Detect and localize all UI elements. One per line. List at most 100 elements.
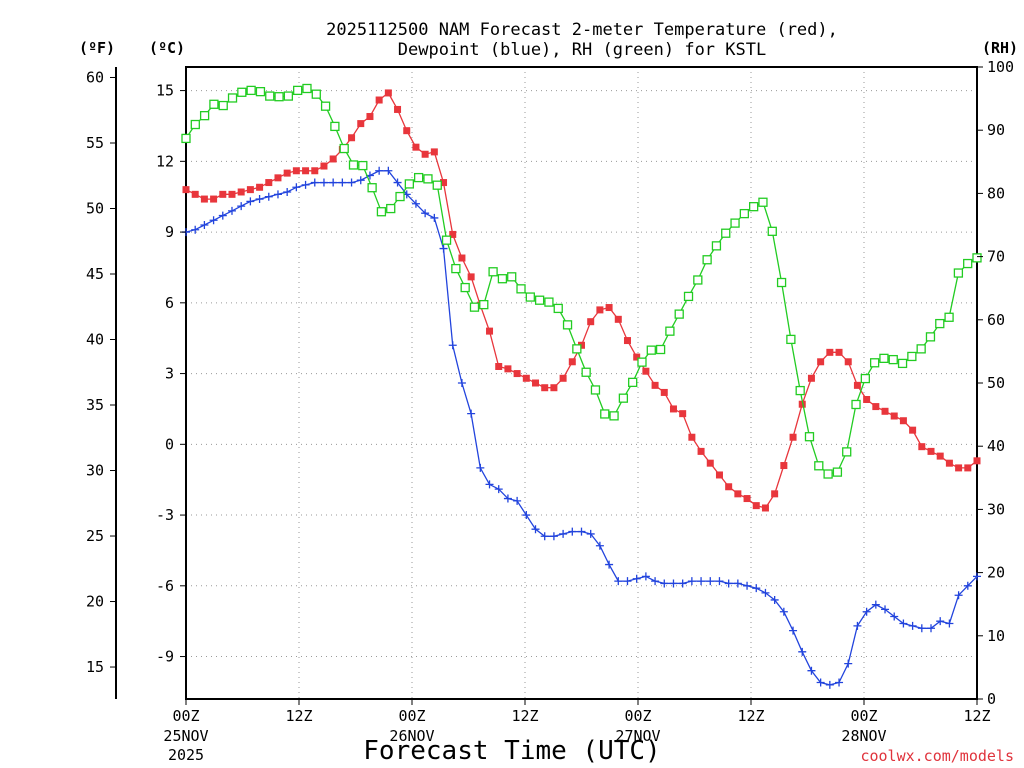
point-2-meter-temperature [688, 433, 696, 441]
point-2-meter-temperature [623, 337, 631, 345]
point-2-meter-temperature [817, 358, 825, 366]
point-2-meter-temperature [890, 412, 898, 420]
point-rh [590, 385, 601, 395]
grid-lines [185, 67, 978, 699]
point-dewpoint [467, 409, 476, 418]
point-rh [293, 85, 303, 96]
point-dewpoint [936, 617, 945, 626]
point-dewpoint [632, 574, 641, 583]
point-rh [441, 235, 452, 245]
point-rh [413, 172, 424, 183]
point-2-meter-temperature [863, 396, 871, 404]
point-2-meter-temperature [348, 134, 356, 142]
point-rh [618, 393, 629, 403]
point-dewpoint [448, 341, 457, 350]
point-dewpoint [605, 560, 614, 569]
point-rh [190, 119, 200, 130]
point-rh [646, 345, 656, 355]
point-dewpoint [825, 680, 834, 689]
point-2-meter-temperature [752, 502, 760, 510]
point-rh [609, 411, 619, 421]
point-rh [376, 207, 387, 217]
point-2-meter-temperature [541, 384, 549, 392]
c-tick-label: -9 [156, 648, 174, 666]
c-tick-label: 12 [156, 152, 174, 170]
point-rh [553, 303, 563, 314]
point-rh [311, 89, 321, 99]
point-2-meter-temperature [881, 407, 889, 415]
x-tick-date: 27NOV [615, 727, 660, 745]
point-dewpoint [945, 619, 954, 628]
point-rh [274, 92, 284, 102]
point-dewpoint [595, 541, 604, 550]
point-dewpoint [375, 166, 384, 175]
point-dewpoint [209, 216, 218, 225]
point-dewpoint [494, 485, 503, 494]
point-2-meter-temperature [265, 179, 273, 187]
point-dewpoint [338, 178, 347, 187]
point-dewpoint [715, 577, 724, 586]
point-2-meter-temperature [936, 452, 944, 460]
rh-axis: 0 10 20 30 40 50 60 70 80 90 100 [977, 58, 1014, 708]
point-rh [944, 312, 954, 322]
point-2-meter-temperature [191, 190, 199, 198]
point-2-meter-temperature [467, 273, 475, 281]
point-rh [739, 208, 750, 219]
point-dewpoint [770, 595, 779, 604]
point-rh [218, 100, 228, 111]
point-rh [758, 197, 768, 207]
point-2-meter-temperature [807, 374, 815, 382]
rh-tick-label: 40 [987, 437, 1005, 455]
point-rh [507, 272, 517, 282]
f-tick-label: 50 [86, 199, 104, 217]
point-rh [516, 284, 526, 294]
point-dewpoint [871, 600, 880, 609]
rh-tick-label: 50 [987, 374, 1005, 392]
f-tick-label: 35 [86, 396, 104, 414]
point-dewpoint [908, 621, 917, 630]
fahrenheit-axis: 15 20 25 30 35 40 45 50 55 60 [86, 68, 116, 676]
point-rh [432, 180, 442, 190]
point-dewpoint [292, 183, 301, 192]
point-rh [199, 111, 210, 121]
point-rh [935, 318, 945, 329]
point-2-meter-temperature [449, 230, 457, 238]
point-2-meter-temperature [532, 379, 540, 387]
point-rh [209, 99, 219, 109]
point-rh [795, 385, 805, 396]
point-2-meter-temperature [771, 490, 779, 498]
point-2-meter-temperature [513, 370, 521, 378]
point-2-meter-temperature [486, 327, 494, 335]
point-rh [804, 432, 815, 442]
point-dewpoint [669, 579, 678, 588]
c-tick-label: 9 [165, 223, 174, 241]
unit-label-fahrenheit: (ºF) [79, 39, 115, 57]
point-dewpoint [927, 624, 936, 633]
point-2-meter-temperature [458, 254, 466, 262]
point-2-meter-temperature [651, 381, 659, 389]
point-2-meter-temperature [550, 384, 558, 392]
point-dewpoint [430, 213, 439, 222]
point-rh [721, 228, 731, 238]
rh-tick-label: 60 [987, 311, 1005, 329]
point-rh [814, 461, 824, 471]
point-dewpoint [963, 581, 972, 590]
point-rh [544, 297, 554, 307]
point-2-meter-temperature [495, 362, 503, 370]
f-tick-label: 55 [86, 134, 104, 152]
point-dewpoint [513, 496, 522, 505]
point-dewpoint [568, 527, 577, 536]
point-dewpoint [687, 577, 696, 586]
point-2-meter-temperature [642, 367, 650, 375]
point-dewpoint [761, 588, 770, 597]
point-2-meter-temperature [872, 403, 880, 411]
point-rh [181, 133, 191, 144]
point-rh [246, 85, 256, 96]
point-rh [423, 174, 433, 184]
point-2-meter-temperature [384, 89, 392, 97]
chart-title-line1: 2025112500 NAM Forecast 2-meter Temperat… [326, 20, 838, 40]
point-2-meter-temperature [715, 471, 723, 479]
point-2-meter-temperature [219, 190, 227, 198]
point-dewpoint [706, 577, 715, 586]
